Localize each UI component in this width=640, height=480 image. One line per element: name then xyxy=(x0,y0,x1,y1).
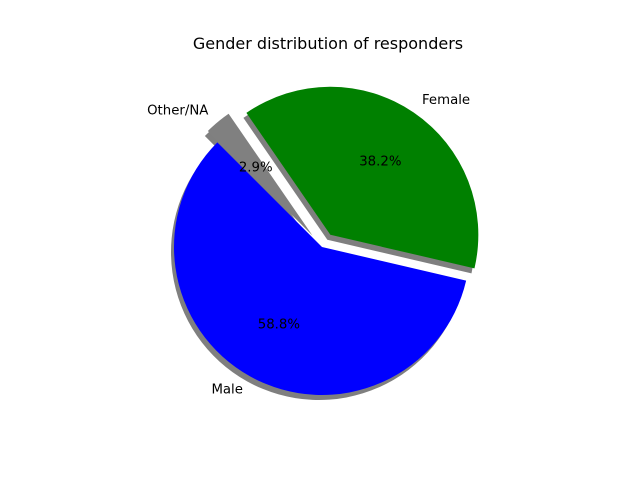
slice-label-other-na: Other/NA xyxy=(147,104,208,119)
slice-percent-other-na: 2.9% xyxy=(239,160,273,175)
chart-title: Gender distribution of responders xyxy=(193,34,463,53)
label-layer: Male 58.8% Female 38.2% Other/NA 2.9% xyxy=(147,93,470,397)
slice-other-na xyxy=(207,113,313,236)
slice-female xyxy=(246,86,479,269)
slice-layer xyxy=(174,86,479,395)
slice-label-female: Female xyxy=(422,93,470,108)
slice-male xyxy=(174,142,467,395)
slice-percent-female: 38.2% xyxy=(359,154,401,169)
slice-percent-male: 58.8% xyxy=(258,318,300,333)
slice-label-male: Male xyxy=(211,382,243,397)
